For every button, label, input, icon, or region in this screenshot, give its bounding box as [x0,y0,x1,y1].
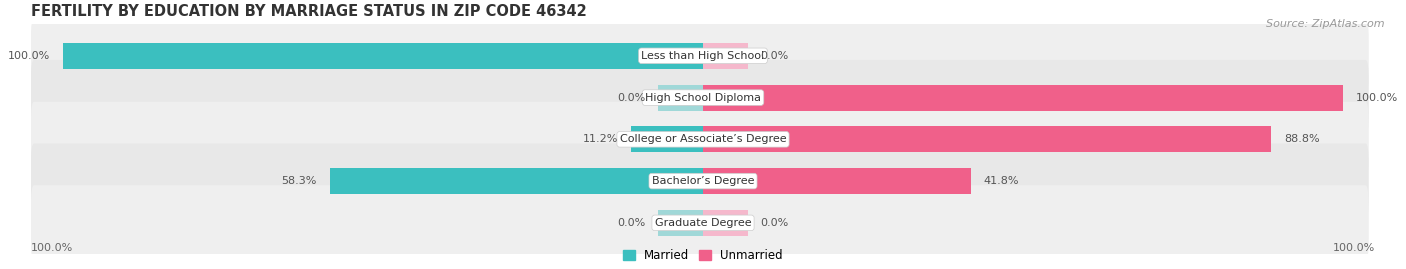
Text: College or Associate’s Degree: College or Associate’s Degree [620,134,786,144]
Text: 0.0%: 0.0% [761,218,789,228]
Text: 0.0%: 0.0% [617,93,645,102]
Bar [703,168,970,194]
Bar [330,168,703,194]
FancyBboxPatch shape [31,60,1369,135]
Text: Less than High School: Less than High School [641,51,765,61]
Bar [658,85,703,111]
Text: Source: ZipAtlas.com: Source: ZipAtlas.com [1267,19,1385,29]
Bar [703,126,1271,152]
Text: 100.0%: 100.0% [8,51,51,61]
Text: Bachelor’s Degree: Bachelor’s Degree [652,176,754,186]
Text: 58.3%: 58.3% [281,176,316,186]
Bar [703,85,1343,111]
Bar [703,43,748,69]
Text: 100.0%: 100.0% [31,243,73,253]
Text: FERTILITY BY EDUCATION BY MARRIAGE STATUS IN ZIP CODE 46342: FERTILITY BY EDUCATION BY MARRIAGE STATU… [31,4,586,19]
Text: High School Diploma: High School Diploma [645,93,761,102]
FancyBboxPatch shape [31,143,1369,219]
Text: 0.0%: 0.0% [761,51,789,61]
Text: 100.0%: 100.0% [1355,93,1398,102]
Text: 88.8%: 88.8% [1284,134,1320,144]
FancyBboxPatch shape [31,185,1369,260]
Text: Graduate Degree: Graduate Degree [655,218,751,228]
Text: 41.8%: 41.8% [983,176,1019,186]
Bar [631,126,703,152]
FancyBboxPatch shape [31,18,1369,93]
Text: 0.0%: 0.0% [617,218,645,228]
Bar [703,210,748,236]
Legend: Married, Unmarried: Married, Unmarried [619,244,787,267]
Text: 100.0%: 100.0% [1333,243,1375,253]
FancyBboxPatch shape [31,102,1369,177]
Bar [63,43,703,69]
Text: 11.2%: 11.2% [583,134,619,144]
Bar [658,210,703,236]
